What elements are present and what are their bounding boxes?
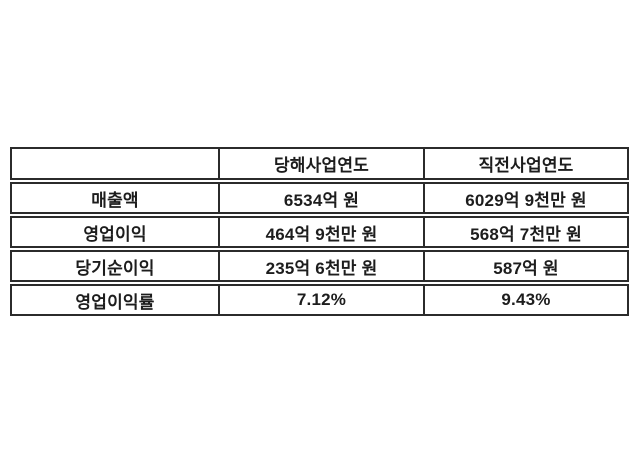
table-row-revenue: 매출액 6534억 원 6029억 9천만 원: [10, 182, 629, 214]
cell-net-income-current: 235억 6천만 원: [218, 252, 423, 280]
header-cell-blank: [12, 149, 218, 178]
cell-operating-profit-previous: 568억 7천만 원: [423, 218, 627, 246]
row-label-operating-profit: 영업이익: [83, 224, 147, 244]
cell-net-income-previous: 587억 원: [423, 252, 627, 280]
cell-revenue-current: 6534억 원: [218, 184, 423, 212]
row-label-revenue: 매출액: [91, 190, 139, 210]
header-cell-current-year: 당해사업연도: [218, 149, 423, 178]
table-row-operating-margin: 영업이익률 7.12% 9.43%: [10, 284, 629, 316]
cell-operating-margin-current: 7.12%: [218, 286, 423, 314]
row-label-net-income: 당기순이익: [75, 258, 155, 278]
table-header-row: 당해사업연도 직전사업연도: [10, 147, 629, 180]
cell-operating-profit-current: 464억 9천만 원: [218, 218, 423, 246]
row-label-operating-margin: 영업이익률: [75, 292, 155, 312]
table-row-net-income: 당기순이익 235억 6천만 원 587억 원: [10, 250, 629, 282]
header-cell-previous-year: 직전사업연도: [423, 149, 627, 178]
table-row-operating-profit: 영업이익 464억 9천만 원 568억 7천만 원: [10, 216, 629, 248]
financial-summary-table: 당해사업연도 직전사업연도 매출액 6534억 원 6029억 9천만 원 영업…: [10, 147, 629, 316]
cell-revenue-previous: 6029억 9천만 원: [423, 184, 627, 212]
cell-operating-margin-previous: 9.43%: [423, 286, 627, 314]
